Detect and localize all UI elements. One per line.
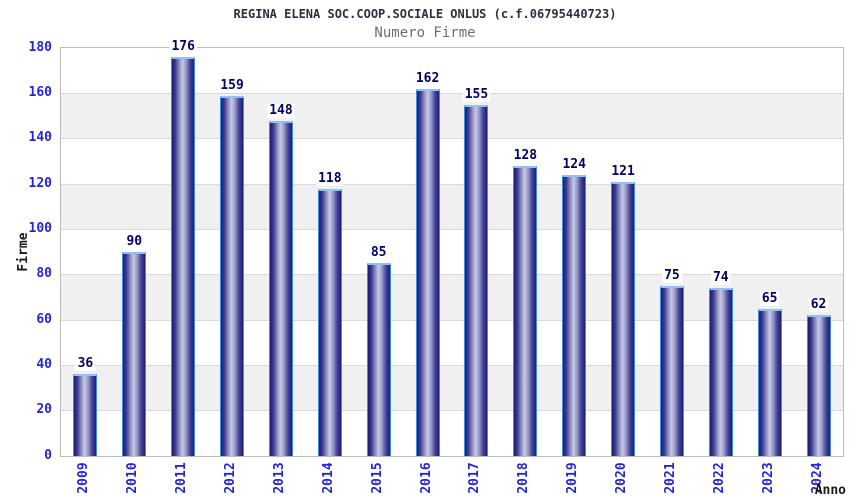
bar-2012 [220,96,245,456]
bar-value-label: 36 [75,356,96,371]
bar-value-label: 75 [662,268,682,283]
bar-2023 [757,309,782,456]
gridline [61,410,843,412]
chart-title: REGINA ELENA SOC.COOP.SOCIALE ONLUS (c.f… [233,7,617,21]
gridline [61,92,843,94]
x-tick-label: 2018 [516,462,532,494]
bar-value-label: 90 [124,234,145,249]
bar-value-label: 62 [808,297,829,312]
bar-value-label: 162 [413,71,442,86]
x-axis-title: Anno [814,483,846,498]
bar-2022 [708,288,733,456]
gridline [61,364,843,366]
x-tick-label: 2013 [271,462,287,494]
bar-2014 [317,189,342,456]
y-tick-label: 160 [28,84,52,100]
bar-2015 [366,263,391,456]
bar-value-label: 74 [710,270,731,285]
y-axis-title: Firme [16,232,31,272]
bar-2017 [464,105,489,456]
bar-2019 [562,175,587,456]
bar-value-label: 121 [609,164,637,179]
bar-2009 [73,374,98,456]
bar-2021 [659,286,684,456]
y-tick-label: 60 [36,311,52,327]
y-tick-label: 0 [44,447,52,463]
x-tick-label: 2014 [320,462,336,494]
bar-value-label: 159 [218,78,246,93]
bar-value-label: 148 [267,103,295,118]
x-tick-label: 2022 [711,462,727,494]
bar-2011 [171,57,196,456]
bar-value-label: 118 [316,171,344,186]
y-tick-label: 40 [36,356,52,372]
plot-area: 36 90 176 159 148 118 85 162 155 128 124 121 75 74 65 6… [60,40,844,457]
y-tick-label: 140 [28,130,52,146]
bar-value-label: 85 [368,245,389,260]
bar-2010 [122,252,147,456]
bar-2018 [513,166,538,456]
x-tick-label: 2015 [369,462,385,494]
gridline [61,138,843,140]
chart-subtitle: Numero Firme [374,25,476,41]
bar-value-label: 65 [759,291,780,306]
y-tick-label: 100 [28,220,52,236]
y-tick-label: 180 [28,39,52,55]
x-tick-label: 2021 [662,462,678,494]
x-tick-label: 2020 [614,462,630,494]
y-tick-label: 120 [28,175,52,191]
gridline [61,228,843,230]
bar-2020 [611,182,636,456]
x-tick-label: 2016 [418,462,434,494]
x-tick-label: 2019 [565,462,581,494]
bar-2013 [268,121,293,456]
bar-2016 [415,89,440,456]
gridline [61,274,843,276]
bar-value-label: 128 [511,148,540,163]
x-tick-label: 2011 [174,462,190,494]
y-tick-label: 80 [36,266,52,282]
gridline [61,183,843,185]
bar-value-label: 176 [169,39,197,54]
x-tick-label: 2017 [467,462,483,494]
gridline [61,319,843,321]
bar-value-label: 124 [560,157,588,172]
x-tick-label: 2009 [76,462,92,494]
bar-2024 [806,315,831,456]
x-tick-label: 2010 [125,462,141,494]
y-tick-label: 20 [36,402,52,418]
bar-value-label: 155 [462,87,491,102]
x-tick-label: 2023 [760,462,776,494]
x-tick-label: 2012 [223,462,239,494]
